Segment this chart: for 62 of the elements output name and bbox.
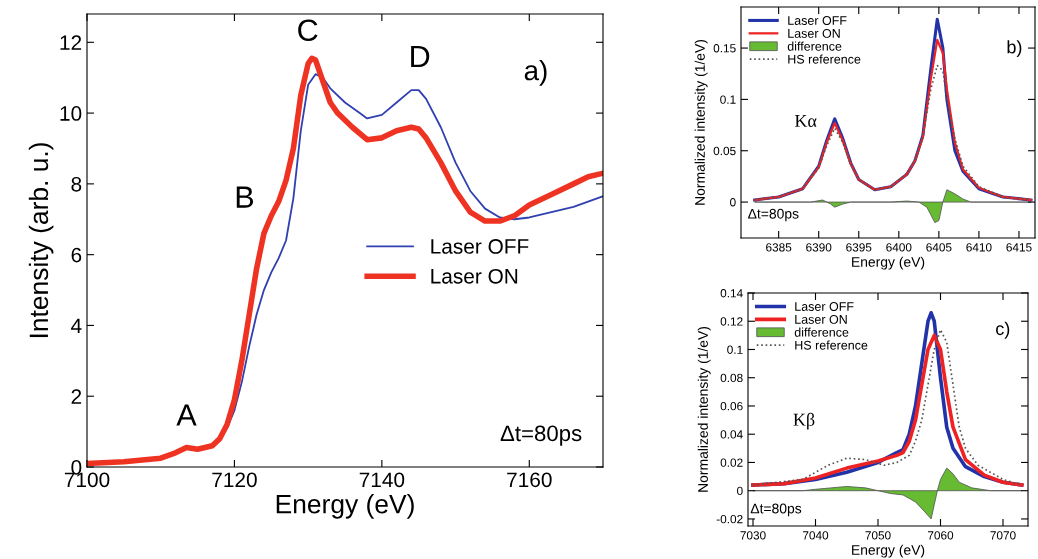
y-tick-label: 6	[71, 247, 82, 263]
legend-label: HS reference	[788, 54, 861, 64]
legend-label: Laser OFF	[431, 239, 529, 254]
x-tick-label: 7050	[865, 531, 891, 540]
annotation: Kα	[794, 115, 817, 128]
x-tick-label: 6390	[806, 243, 832, 252]
y-axis-title: Intensity (arb. u.)	[28, 143, 54, 338]
x-tick-label: 7030	[740, 531, 766, 540]
legend-label: Laser ON	[788, 28, 840, 38]
y-tick-label: 0.05	[713, 146, 736, 156]
legend-label: Laser OFF	[795, 302, 854, 311]
y-tick-label: 0	[737, 486, 743, 496]
y-tick-label: 0.04	[720, 430, 743, 439]
y-tick-label: 0.15	[713, 44, 736, 53]
legend-label: Laser OFF	[788, 16, 847, 25]
annotation: Kβ	[793, 412, 815, 430]
y-axis-title: Normalized intensity (1/eV)	[694, 39, 708, 205]
annotation: Δt=80ps	[750, 503, 802, 517]
annotation: b)	[1007, 40, 1022, 57]
legend-label: HS reference	[795, 340, 868, 350]
x-tick-label: 7140	[359, 472, 405, 488]
legend-label: difference	[787, 41, 842, 51]
legend-label: difference	[794, 327, 849, 337]
y-tick-label: 0.02	[720, 458, 743, 467]
y-tick-label: 10	[60, 106, 82, 121]
annotation: c)	[996, 321, 1010, 339]
y-tick-label: 2	[71, 389, 82, 404]
annotation: a)	[524, 59, 547, 86]
y-tick-label: -0.02	[716, 514, 743, 524]
x-tick-label: 7060	[927, 531, 954, 540]
legend-label: Laser ON	[431, 268, 518, 284]
x-tick-label: 6400	[886, 243, 912, 252]
y-tick-label: 0.06	[720, 402, 743, 411]
x-tick-label: 6385	[766, 243, 792, 252]
y-tick-label: 0.08	[720, 373, 743, 383]
y-tick-label: 0.12	[720, 317, 743, 326]
y-tick-label: 0.14	[720, 289, 743, 298]
x-tick-label: 7120	[212, 472, 257, 488]
annotation: C	[298, 19, 318, 42]
legend-label: Laser ON	[795, 314, 847, 324]
annotation: D	[411, 46, 430, 68]
y-tick-label: 0	[730, 198, 736, 207]
y-axis-title: Normalized intensity (1/eV)	[697, 326, 711, 492]
x-tick-label: 7040	[802, 531, 829, 540]
y-tick-label: 0.1	[727, 345, 743, 354]
x-tick-label: 6415	[1006, 243, 1032, 252]
x-axis-title: Energy (eV)	[276, 494, 414, 519]
annotation: A	[176, 404, 197, 426]
annotation: Δt=80ps	[500, 425, 582, 446]
y-tick-label: 0.1	[720, 95, 736, 104]
annotation: B	[236, 186, 254, 208]
x-axis-title: Energy (eV)	[852, 544, 925, 558]
annotation: Δt=80ps	[748, 208, 799, 222]
y-tick-label: 12	[60, 35, 82, 50]
y-tick-label: 4	[71, 318, 82, 333]
x-tick-label: 6410	[966, 243, 992, 252]
x-tick-label: 6395	[846, 243, 872, 252]
x-tick-label: 7070	[990, 531, 1016, 540]
x-tick-label: 6405	[926, 243, 952, 252]
y-tick-label: 8	[71, 176, 82, 192]
x-tick-label: 7160	[507, 472, 552, 488]
x-axis-title: Energy (eV)	[852, 256, 925, 270]
